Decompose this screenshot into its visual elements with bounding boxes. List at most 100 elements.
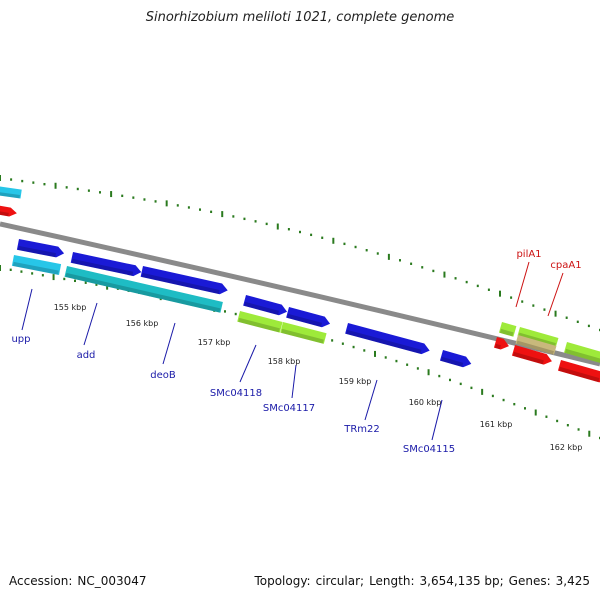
gene-feature-forward[interactable]	[286, 307, 331, 329]
minor-tick	[232, 215, 235, 218]
gene-feature-cpaA1-lower[interactable]	[515, 335, 557, 355]
major-tick	[554, 310, 557, 317]
minor-tick	[565, 316, 568, 319]
gene-feature-pilA1[interactable]	[498, 322, 517, 337]
scale-label-7: 162 kbp	[550, 443, 583, 452]
major-tick	[165, 200, 168, 207]
minor-tick	[10, 178, 13, 181]
gene-label-deoB[interactable]: deoB	[150, 370, 176, 381]
gene-label-SMc04117[interactable]: SMc04117	[263, 403, 315, 414]
minor-tick	[254, 220, 257, 223]
scale-label-5: 160 kbp	[409, 398, 442, 407]
gene-feature-SMc04115[interactable]	[439, 350, 473, 369]
gene-feature-lime-edge[interactable]	[563, 342, 600, 365]
minor-tick	[9, 268, 12, 272]
major-tick	[0, 265, 1, 271]
major-tick	[374, 350, 376, 357]
genes-value: 3,425	[555, 574, 590, 588]
minor-tick	[331, 339, 334, 342]
minor-tick	[43, 182, 46, 186]
gene-label-SMc04115[interactable]: SMc04115	[403, 444, 455, 455]
minor-tick	[454, 277, 457, 280]
minor-tick	[224, 310, 226, 313]
minor-tick	[199, 208, 201, 211]
leader-line-TRm22	[364, 379, 378, 421]
minor-tick	[343, 242, 346, 246]
gene-feature-SMc04117[interactable]	[280, 322, 327, 344]
minor-tick	[384, 356, 387, 359]
gene-label-cpaA1[interactable]: cpaA1	[550, 260, 581, 271]
gene-feature-upp[interactable]	[11, 255, 62, 275]
minor-tick	[363, 349, 366, 352]
gene-feature-TRm22[interactable]	[345, 323, 431, 356]
minor-tick	[399, 259, 401, 262]
minor-tick	[491, 394, 494, 398]
gene-feature-forward[interactable]	[140, 266, 229, 296]
gene-feature-cyan-edge[interactable]	[0, 186, 22, 199]
major-tick	[427, 369, 430, 376]
minor-tick	[459, 382, 462, 386]
minor-tick	[299, 230, 301, 234]
minor-tick	[352, 345, 355, 349]
minor-tick	[310, 233, 313, 237]
scale-label-3: 158 kbp	[268, 357, 301, 366]
gene-feature-add-deoB[interactable]	[64, 266, 223, 313]
gene-feature-red-edge[interactable]	[0, 205, 18, 218]
major-tick	[221, 211, 224, 218]
gene-label-add[interactable]: add	[77, 350, 96, 361]
gene-features	[0, 186, 600, 384]
minor-tick	[87, 189, 90, 192]
minor-tick	[587, 324, 590, 328]
gene-feature-red[interactable]	[493, 337, 510, 351]
scale-label-0: 155 kbp	[54, 303, 87, 312]
minor-tick	[545, 415, 548, 418]
major-tick	[499, 290, 501, 297]
minor-tick	[513, 402, 516, 406]
minor-tick	[132, 196, 135, 199]
major-tick	[276, 223, 279, 230]
minor-tick	[502, 398, 505, 402]
gene-feature-cpaA1-upper[interactable]	[517, 327, 559, 347]
major-tick	[387, 253, 390, 260]
gene-feature-forward[interactable]	[243, 295, 288, 317]
label-leader-lines	[21, 261, 564, 441]
minor-tick	[121, 194, 124, 198]
minor-tick	[84, 281, 87, 284]
major-tick	[332, 237, 335, 244]
gene-feature-SMc04118[interactable]	[237, 311, 283, 333]
gene-feature-forward[interactable]	[70, 252, 143, 278]
minor-tick	[438, 374, 441, 378]
scale-label-2: 157 kbp	[198, 338, 231, 347]
topology-label: Topology:	[254, 574, 311, 588]
scale-label-6: 161 kbp	[480, 420, 513, 429]
leader-line-SMc04115	[431, 399, 443, 441]
minor-tick	[521, 300, 524, 303]
gene-label-TRm22[interactable]: TRm22	[343, 424, 380, 435]
leader-line-pilA1	[515, 261, 530, 308]
scale-label-4: 159 kbp	[339, 377, 372, 386]
minor-tick	[321, 236, 324, 239]
major-tick	[0, 175, 1, 181]
accession-value: NC_003047	[77, 574, 147, 588]
gene-label-upp[interactable]: upp	[11, 334, 30, 345]
minor-tick	[470, 386, 473, 390]
gene-feature-forward[interactable]	[16, 239, 65, 259]
major-tick	[110, 191, 113, 198]
major-tick	[106, 283, 109, 290]
minor-tick	[365, 249, 368, 252]
genome-backbone	[0, 221, 600, 367]
gene-label-SMc04118[interactable]: SMc04118	[210, 388, 262, 399]
genome-stats: Topology: circular; Length: 3,654,135 bp; Ge…	[254, 574, 590, 588]
gene-feature-red[interactable]	[511, 345, 553, 367]
gene-feature-red-edge[interactable]	[557, 360, 600, 384]
minor-tick	[395, 359, 398, 363]
gene-label-pilA1[interactable]: pilA1	[516, 249, 541, 260]
minor-tick	[465, 280, 468, 284]
minor-tick	[187, 206, 190, 209]
major-tick	[52, 274, 55, 281]
minor-tick	[524, 407, 526, 410]
minor-tick	[510, 296, 513, 299]
leader-line-SMc04117	[291, 364, 297, 399]
minor-tick	[65, 186, 68, 189]
